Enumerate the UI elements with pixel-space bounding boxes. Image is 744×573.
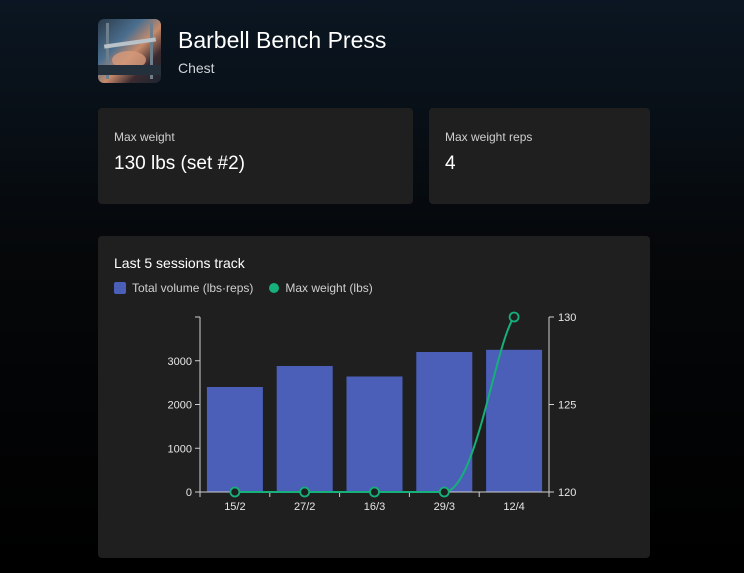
bar-15/2 (206, 387, 263, 492)
max-weight-label: Max weight (114, 130, 175, 144)
max-weight-point-15/2 (229, 486, 241, 498)
bar-27/2 (276, 366, 333, 492)
max-weight-point-16/3 (369, 486, 380, 498)
exercise-title: Barbell Bench Press (178, 27, 387, 53)
y-right-tick-label: 120 (558, 487, 576, 499)
y-left-tick-label: 1000 (168, 443, 192, 455)
x-tick-label: 29/3 (434, 501, 455, 513)
max-weight-card: Max weight 130 lbs (set #2) (98, 108, 413, 204)
max-weight-reps-card: Max weight reps 4 (429, 108, 650, 204)
x-tick-label: 27/2 (294, 501, 315, 513)
max-weight-value: 130 lbs (set #2) (114, 153, 245, 174)
y-left-tick-label: 3000 (168, 356, 192, 368)
max-weight-point-27/2 (299, 486, 311, 498)
x-tick-label: 12/4 (503, 501, 524, 513)
exercise-thumbnail (98, 19, 161, 83)
sessions-chart: 0 1000 2000 3000 120 125 130 15/2 27/2 16/3 29/3 12… (168, 311, 576, 513)
legend-swatch-volume (114, 282, 126, 294)
bar-29/3 (416, 352, 473, 492)
legend-label-max-weight[interactable]: Max weight (lbs) (285, 281, 373, 295)
exercise-muscle-group: Chest (178, 60, 215, 76)
y-left-tick-label: 0 (186, 487, 192, 499)
max-weight-point-29/3 (438, 486, 450, 498)
y-right-tick-label: 125 (558, 400, 576, 412)
chart-title: Last 5 sessions track (114, 255, 245, 271)
exercise-header: Barbell Bench Press Chest (98, 19, 386, 83)
legend-swatch-max-weight (269, 283, 280, 293)
chart-legend: Total volume (lbs·reps) Max weight (lbs) (114, 281, 373, 295)
x-tick-label: 16/3 (364, 501, 385, 513)
bar-16/3 (346, 376, 403, 492)
x-tick-label: 15/2 (224, 501, 245, 513)
y-left-tick-label: 2000 (168, 400, 192, 412)
legend-label-volume[interactable]: Total volume (lbs·reps) (132, 281, 254, 295)
max-weight-reps-value: 4 (445, 153, 456, 174)
max-weight-reps-label: Max weight reps (445, 130, 533, 144)
sessions-chart-card: Last 5 sessions track Total volume (lbs·… (98, 236, 650, 558)
y-right-tick-label: 130 (558, 312, 576, 324)
max-weight-point-12/4 (508, 311, 520, 323)
